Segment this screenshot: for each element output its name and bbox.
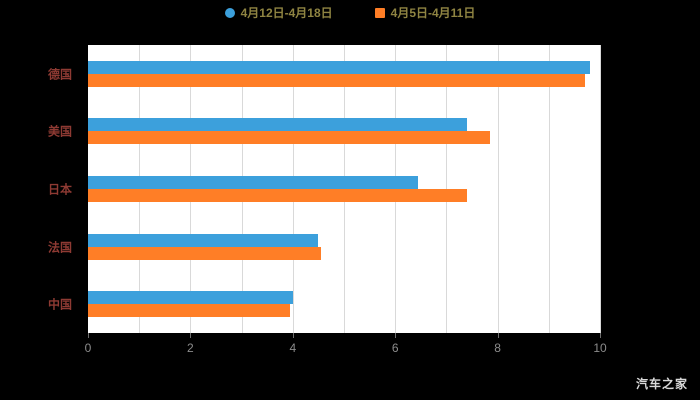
bar-week2-0[interactable] <box>88 60 590 74</box>
legend-item-week1[interactable]: 4月5日-4月11日 <box>374 6 476 20</box>
y-axis-labels: 德国美国日本法国中国 <box>0 45 80 333</box>
x-tick-mark <box>292 333 294 338</box>
watermark-autohome: 汽车之家 <box>635 377 688 391</box>
legend-marker-orange-icon <box>374 8 385 18</box>
bar-week1-1[interactable] <box>88 131 490 145</box>
legend-marker-blue-icon <box>224 8 235 18</box>
category-label-3: 法国 <box>47 240 72 255</box>
legend-label: 4月12日-4月18日 <box>240 6 333 20</box>
bar-week2-3[interactable] <box>88 233 319 247</box>
x-tick-label-4: 4 <box>289 341 297 355</box>
x-tick-label-0: 0 <box>84 341 92 355</box>
x-tick-label-6: 6 <box>391 341 399 355</box>
bar-week1-0[interactable] <box>88 73 585 87</box>
grid-line <box>600 45 601 333</box>
x-tick-mark <box>190 333 192 338</box>
chart-legend: 4月12日-4月18日 4月5日-4月11日 <box>0 7 700 19</box>
bar-week1-2[interactable] <box>88 189 467 202</box>
category-label-4: 中国 <box>47 297 72 312</box>
bar-week2-2[interactable] <box>88 176 419 189</box>
grid-line <box>548 45 550 333</box>
x-tick-label-8: 8 <box>494 341 501 355</box>
bar-week2-4[interactable] <box>88 291 293 305</box>
legend-item-week2[interactable]: 4月12日-4月18日 <box>224 6 333 20</box>
bar-week1-4[interactable] <box>88 304 291 318</box>
category-label-0: 德国 <box>47 67 72 82</box>
x-tick-mark <box>600 333 601 338</box>
plot-area <box>88 45 601 333</box>
x-tick-mark <box>88 333 89 338</box>
x-axis: 0 2 4 6 8 10 <box>84 333 607 363</box>
bar-week2-1[interactable] <box>88 118 467 132</box>
x-tick-label-2: 2 <box>187 341 194 355</box>
legend-label: 4月5日-4月11日 <box>390 6 476 20</box>
bar-week1-3[interactable] <box>88 246 321 260</box>
x-tick-label-10: 10 <box>593 341 607 355</box>
x-tick-mark <box>497 333 499 338</box>
x-tick-mark <box>395 333 397 338</box>
category-label-2: 日本 <box>47 182 72 197</box>
category-label-1: 美国 <box>47 124 72 139</box>
grid-line <box>497 45 499 333</box>
